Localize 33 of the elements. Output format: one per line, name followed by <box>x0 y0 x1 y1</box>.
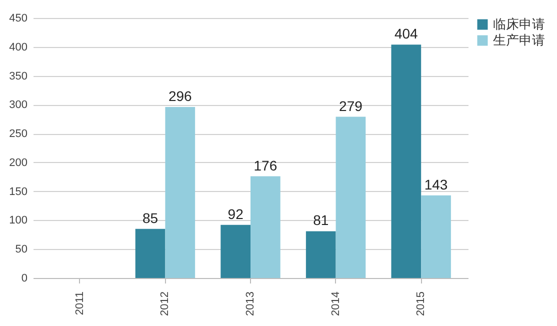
y-tick-label: 150 <box>9 186 28 198</box>
legend-label: 生产申请 <box>493 32 545 48</box>
data-label: 81 <box>313 212 329 228</box>
y-tick-label: 450 <box>9 12 28 24</box>
bar <box>220 224 250 278</box>
y-tick-label: 350 <box>9 70 28 82</box>
data-label: 296 <box>168 88 192 104</box>
data-label: 85 <box>142 210 158 226</box>
bar <box>391 44 422 278</box>
x-tick-label: 2011 <box>74 292 86 316</box>
y-tick-label: 250 <box>9 128 28 140</box>
y-tick-label: 300 <box>9 99 28 112</box>
data-label: 279 <box>339 98 363 114</box>
bar <box>135 228 166 278</box>
x-tick-label: 2014 <box>330 292 342 316</box>
bar <box>165 106 196 278</box>
bar <box>421 195 451 278</box>
data-label: 176 <box>254 157 278 174</box>
bar <box>306 231 336 278</box>
data-label: 92 <box>228 206 244 222</box>
x-tick-label: 2015 <box>415 292 428 316</box>
bar <box>250 176 280 278</box>
y-tick-label: 200 <box>9 156 28 169</box>
x-tick-label: 2013 <box>244 292 256 316</box>
data-label: 143 <box>424 176 448 192</box>
data-label: 404 <box>394 26 418 42</box>
y-tick-label: 50 <box>15 244 28 256</box>
x-tick-label: 2012 <box>159 292 172 316</box>
y-tick-label: 400 <box>9 41 28 54</box>
y-tick-label: 0 <box>21 272 28 284</box>
legend-label: 临床申请 <box>493 16 545 32</box>
bar <box>336 116 366 278</box>
y-tick-label: 100 <box>9 214 28 227</box>
